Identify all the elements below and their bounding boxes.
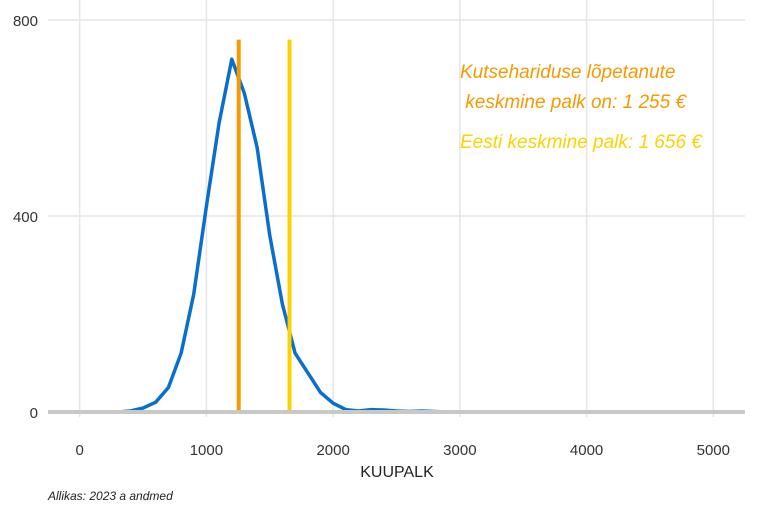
reference-lines [236, 39, 292, 412]
x-tick-label-4000: 4000 [570, 442, 603, 459]
x-tick-label-2000: 2000 [316, 442, 349, 459]
x-tick-label-5000: 5000 [697, 442, 730, 459]
y-tick-label-0: 0 [30, 405, 38, 422]
annotation-estonia-average: Eesti keskmine palk: 1 656 € [460, 132, 703, 153]
annotation-vocational-line-1: Kutsehariduse lõpetanute [460, 62, 676, 83]
x-axis-title: KUUPALK [360, 464, 434, 481]
annotation-vocational-line-2: keskmine palk on: 1 255 € [460, 92, 687, 113]
source-caption: Allikas: 2023 a andmed [47, 489, 173, 503]
y-tick-label-400: 400 [13, 209, 38, 226]
axis-tick-labels: 0 1000 2000 3000 4000 5000 0 400 800 [13, 13, 730, 459]
x-tick-label-1000: 1000 [190, 442, 223, 459]
x-tick-label-3000: 3000 [443, 442, 476, 459]
y-tick-label-800: 800 [13, 13, 38, 30]
x-tick-label-0: 0 [76, 442, 84, 459]
